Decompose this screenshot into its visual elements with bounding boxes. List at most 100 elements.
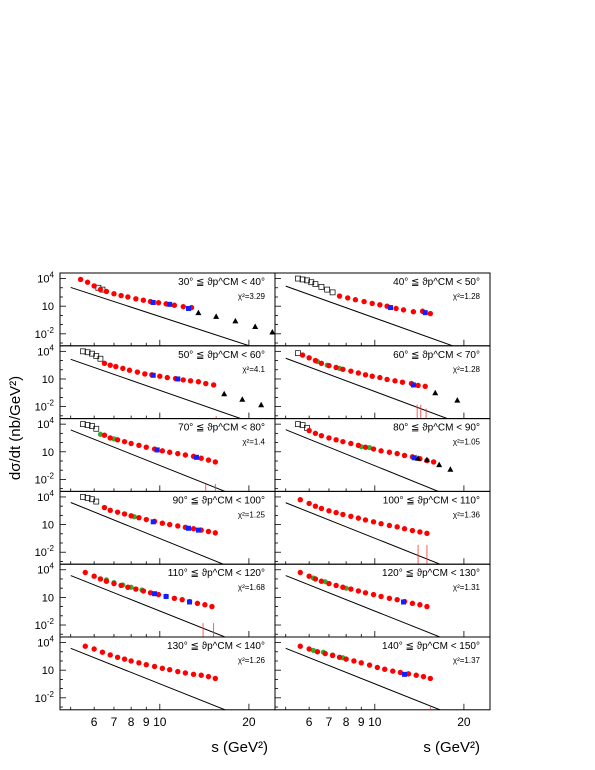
red-point bbox=[297, 569, 303, 576]
y-tick-label: 104 bbox=[37, 416, 54, 431]
red-point bbox=[133, 586, 139, 592]
red-point bbox=[369, 300, 375, 307]
red-point bbox=[159, 448, 166, 454]
panel-chi2-label: χ²=1.28 bbox=[453, 365, 481, 374]
red-point bbox=[171, 302, 178, 308]
triangle-point bbox=[258, 401, 265, 408]
red-point bbox=[167, 449, 173, 455]
red-point bbox=[369, 373, 375, 379]
open-square-point bbox=[295, 275, 301, 282]
y-tick-label: 10-2 bbox=[35, 471, 55, 486]
y-tick-label: 10-2 bbox=[35, 617, 55, 632]
red-point bbox=[84, 279, 91, 285]
triangle-point bbox=[252, 323, 259, 329]
red-point bbox=[91, 573, 97, 579]
red-point bbox=[362, 517, 369, 523]
red-point bbox=[424, 603, 430, 610]
red-point bbox=[326, 508, 332, 514]
blue-square-point bbox=[388, 305, 394, 311]
red-point bbox=[390, 668, 396, 674]
red-point bbox=[401, 452, 408, 459]
red-point bbox=[386, 449, 393, 455]
red-point bbox=[159, 665, 166, 672]
panel-7: 100° ≦ ϑp^CM < 110° χ²=1.36 bbox=[274, 490, 491, 565]
y-tick-label: 104 bbox=[37, 343, 54, 358]
blue-square-point bbox=[400, 599, 406, 605]
x-tick-label: 6 bbox=[306, 715, 313, 729]
blue-square-point bbox=[187, 599, 193, 605]
red-point bbox=[333, 509, 339, 516]
red-point bbox=[134, 369, 141, 375]
triangle-point bbox=[195, 309, 202, 316]
red-point bbox=[91, 646, 97, 652]
x-tick-label: 20 bbox=[457, 715, 471, 729]
red-point bbox=[348, 368, 354, 374]
fit-line bbox=[70, 429, 227, 492]
fit-line bbox=[70, 286, 251, 346]
red-point bbox=[143, 661, 149, 668]
panel-plot-area bbox=[70, 421, 227, 492]
red-point bbox=[430, 459, 437, 465]
panel-chi2-label: χ²=1.25 bbox=[238, 510, 266, 519]
red-point bbox=[326, 580, 332, 587]
red-point bbox=[312, 430, 319, 437]
blue-square-point bbox=[185, 525, 191, 531]
blue-square-point bbox=[150, 372, 156, 378]
panel-angle-label: 80° ≦ ϑp^CM < 90° bbox=[393, 423, 480, 434]
red-point bbox=[118, 582, 124, 589]
blue-square-point bbox=[402, 671, 408, 677]
panel-angle-label: 120° ≦ ϑp^CM < 130° bbox=[382, 568, 480, 579]
red-point bbox=[128, 440, 134, 447]
red-point bbox=[136, 514, 142, 521]
red-point bbox=[203, 380, 209, 387]
red-point bbox=[101, 432, 108, 438]
fit-line bbox=[70, 358, 243, 419]
panel-0: 30° ≦ ϑp^CM < 40° χ²=3.29 104 10 10-2 bbox=[35, 271, 276, 347]
red-point bbox=[107, 507, 113, 514]
red-point bbox=[212, 459, 219, 465]
blue-square-point bbox=[185, 305, 191, 311]
red-point bbox=[348, 440, 354, 447]
y-tick-label: 10-2 bbox=[35, 399, 55, 414]
red-point bbox=[318, 578, 325, 584]
fit-line bbox=[285, 285, 455, 346]
red-point bbox=[91, 283, 97, 289]
panel-plot-area bbox=[70, 643, 227, 710]
red-point bbox=[120, 365, 126, 372]
red-point bbox=[118, 292, 124, 299]
panel-chi2-label: χ²=1.05 bbox=[453, 438, 481, 447]
panel-plot-area bbox=[285, 350, 461, 419]
panel-chi2-label: χ²=3.29 bbox=[238, 292, 266, 301]
triangle-point bbox=[423, 456, 430, 463]
red-point bbox=[322, 650, 328, 657]
y-tick-label: 104 bbox=[37, 489, 54, 504]
panel-chi2-label: χ²=1.68 bbox=[238, 583, 266, 592]
panel-chi2-label: χ²=1.4 bbox=[242, 438, 265, 447]
panel-11: 140° ≦ ϑp^CM < 150° χ²=1.37 6 7 8 9 10 20 bbox=[274, 636, 491, 729]
triangle-point bbox=[213, 313, 220, 319]
red-point bbox=[103, 578, 110, 584]
red-point bbox=[182, 670, 189, 676]
red-point bbox=[424, 530, 430, 537]
red-point bbox=[336, 293, 343, 299]
red-point bbox=[336, 654, 343, 660]
red-point bbox=[187, 378, 194, 384]
red-point bbox=[101, 360, 108, 367]
red-point bbox=[358, 660, 364, 666]
x-tick-label: 7 bbox=[111, 715, 118, 729]
panel-angle-label: 140° ≦ ϑp^CM < 150° bbox=[382, 641, 480, 652]
red-point bbox=[107, 652, 113, 658]
red-point bbox=[167, 521, 173, 528]
panel-chi2-label: χ²=1.28 bbox=[453, 292, 481, 301]
blue-square-point bbox=[193, 454, 199, 460]
panel-chi2-label: χ²=4.1 bbox=[242, 365, 265, 374]
open-square-point bbox=[93, 498, 100, 505]
blue-square-point bbox=[411, 455, 417, 461]
panel-angle-label: 30° ≦ ϑp^CM < 40° bbox=[178, 277, 265, 288]
red-point bbox=[348, 586, 354, 592]
red-point bbox=[202, 602, 208, 608]
open-square-point bbox=[318, 283, 325, 290]
red-point bbox=[370, 519, 377, 525]
green-point bbox=[97, 431, 104, 437]
